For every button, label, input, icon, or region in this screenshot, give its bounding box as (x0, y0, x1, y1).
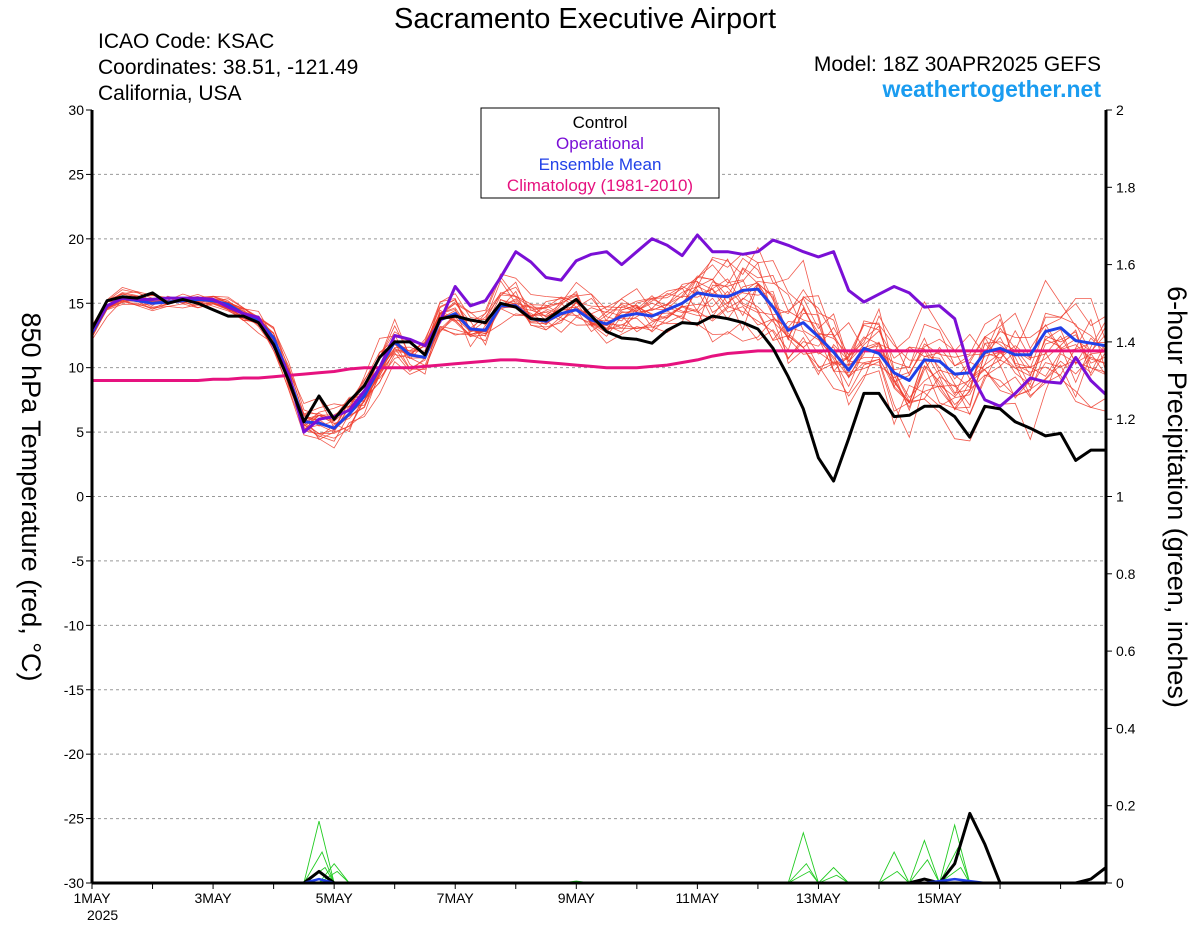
y-tick-label: -25 (64, 811, 84, 827)
ensemble-precip-members (303, 821, 971, 884)
y2-tick-label: 0.8 (1116, 566, 1136, 582)
precip-member-line (787, 870, 819, 884)
ensemble-member-line (91, 264, 1107, 428)
x-tick-label: 1MAY (73, 890, 111, 906)
precip-member-line (908, 858, 940, 884)
y2-tick-label: 1.4 (1116, 334, 1136, 350)
precip-member-line (878, 851, 910, 884)
y-tick-label: -15 (64, 682, 84, 698)
precip-member-line (787, 831, 819, 884)
precip-member-line (818, 866, 850, 884)
y2-tick-label: 0.2 (1116, 798, 1136, 814)
precip-member-line (818, 874, 849, 884)
y-tick-label: -5 (72, 553, 85, 569)
site-link[interactable]: weathertogether.net (881, 76, 1101, 102)
legend-box (480, 107, 720, 199)
legend-ensemble-mean: Ensemble Mean (539, 155, 662, 174)
y2-tick-label: 0.6 (1116, 643, 1136, 659)
y2-tick-label: 0.4 (1116, 720, 1136, 736)
x-tick-label: 9MAY (558, 890, 596, 906)
y-tick-label: -10 (64, 617, 84, 633)
y2-axis-label: 6-hour Precipitation (green, inches) (1162, 286, 1192, 708)
y-tick-label: 5 (76, 424, 84, 440)
legend-climatology: Climatology (1981-2010) (507, 176, 693, 195)
ensemble-member-line (91, 258, 1107, 431)
series-operational-line (90, 233, 1108, 434)
x-tick-label: 11MAY (675, 890, 719, 906)
y-tick-label: -20 (64, 746, 84, 762)
coordinates: Coordinates: 38.51, -121.49 (98, 56, 358, 79)
legend-control: Control (573, 113, 628, 132)
icao-code: ICAO Code: KSAC (98, 30, 274, 53)
axes (86, 109, 1112, 889)
y-tick-label: 15 (68, 295, 84, 311)
y-tick-label: 0 (76, 489, 84, 505)
precip-member-line (318, 870, 350, 884)
x-tick-label: 15MAY (917, 890, 963, 906)
x-tick-label: 13MAY (796, 890, 842, 906)
ensemble-member-line (91, 257, 1107, 431)
y2-tick-label: 1.2 (1116, 411, 1136, 427)
chart-title: Sacramento Executive Airport (394, 3, 776, 35)
precip-member-line (878, 870, 910, 884)
region: California, USA (98, 82, 242, 105)
x-tick-label: 7MAY (437, 890, 475, 906)
precip-member-line (303, 821, 335, 884)
y-tick-label: 30 (68, 102, 84, 118)
x-tick-sublabel: 2025 (87, 907, 118, 923)
y2-tick-label: 1.6 (1116, 257, 1136, 273)
precip-member-line (908, 839, 940, 884)
precip-member-line (303, 851, 335, 884)
tick-labels: 302520151050-5-10-15-20-25-3021.81.61.41… (64, 102, 1136, 923)
legend-operational: Operational (556, 134, 644, 153)
x-tick-label: 5MAY (316, 890, 354, 906)
series-lines (90, 233, 1108, 885)
series-climo-line (92, 349, 1106, 382)
legend: Control Operational Ensemble Mean Climat… (480, 107, 720, 199)
series-control-line (90, 291, 1106, 483)
y-tick-label: -30 (64, 875, 84, 891)
precip-member-line (939, 847, 971, 884)
y2-tick-label: 2 (1116, 102, 1124, 118)
model-run: Model: 18Z 30APR2025 GEFS (814, 53, 1101, 76)
precip-member-line (939, 866, 971, 884)
y-tick-label: 25 (68, 166, 84, 182)
y-tick-label: 10 (68, 360, 84, 376)
y-axis-label: 850 hPa Temperature (red, °C) (16, 313, 46, 682)
y-tick-label: 20 (68, 231, 84, 247)
y2-tick-label: 1 (1116, 489, 1124, 505)
y2-tick-label: 1.8 (1116, 179, 1136, 195)
grid-lines (92, 173, 1106, 820)
precip-member-line (787, 862, 819, 884)
y2-tick-label: 0 (1116, 875, 1124, 891)
precip-member-line (939, 823, 971, 884)
x-tick-label: 3MAY (195, 890, 233, 906)
